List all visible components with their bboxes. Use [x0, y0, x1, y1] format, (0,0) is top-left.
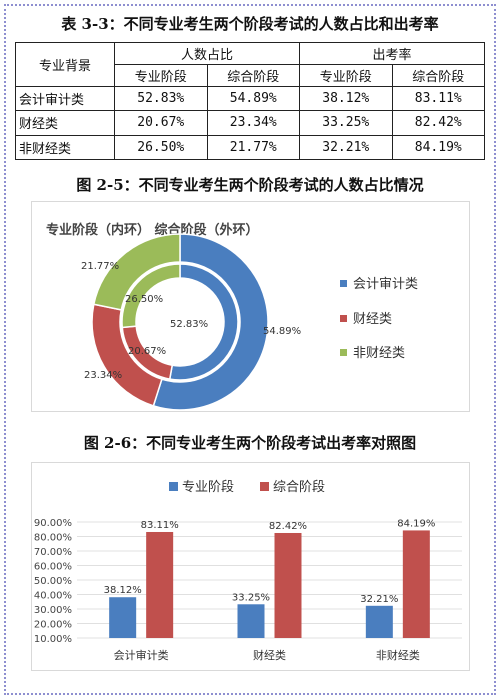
- y-tick-label: 50.00%: [34, 576, 72, 587]
- y-tick-label: 60.00%: [34, 562, 72, 573]
- donut-data-label: 23.34%: [84, 370, 122, 381]
- legend-label: 专业阶段: [182, 480, 234, 495]
- y-tick-label: 90.00%: [34, 518, 72, 529]
- table-cell: 26.50%: [114, 134, 208, 161]
- donut-data-label: 54.89%: [263, 326, 301, 337]
- table-cell: 52.83%: [114, 85, 208, 112]
- fig1-caption: 图 2-5：不同专业考生两个阶段考试的人数占比情况: [76, 176, 424, 194]
- legend-swatch: [169, 482, 178, 491]
- bar-data-label: 82.42%: [269, 521, 307, 532]
- bar-data-label: 32.21%: [360, 594, 398, 605]
- bar-chart: 专业阶段 综合阶段 10.00% 20.00% 30.00% 40.00% 50.00% 60…: [34, 480, 462, 662]
- header-background: 专业背景: [15, 42, 115, 87]
- table-cell: 83.11%: [391, 85, 485, 112]
- donut-data-label: 26.50%: [125, 294, 163, 305]
- row-label: 非财经类: [15, 134, 115, 161]
- outer-ring-slice: [152, 233, 269, 411]
- x-tick-label: 会计审计类: [114, 648, 169, 662]
- table-cell: 23.34%: [206, 110, 300, 136]
- header-rate: 出考率: [299, 42, 485, 65]
- legend-label: 财经类: [353, 312, 392, 327]
- legend-swatch: [340, 349, 347, 356]
- table-cell: 21.77%: [206, 134, 300, 161]
- sub-header: 综合阶段: [391, 64, 485, 87]
- bar-chart-box: 专业阶段 综合阶段 10.00% 20.00% 30.00% 40.00% 50.00% 60…: [31, 462, 470, 671]
- donut-chart: 专业阶段（内环） 综合阶段（外环） 52.83% 20.67% 26.50% 54.89…: [46, 222, 418, 411]
- x-tick-label: 财经类: [253, 648, 286, 662]
- table-row: 会计审计类 52.83% 54.89% 38.12% 83.11%: [15, 85, 485, 112]
- row-label: 财经类: [15, 110, 115, 136]
- fig2-caption: 图 2-6：不同专业考生两个阶段考试出考率对照图: [83, 434, 417, 452]
- donut-data-label: 20.67%: [128, 346, 166, 357]
- bar-comprehensive: [146, 531, 174, 638]
- table-cell: 38.12%: [299, 85, 393, 112]
- bar-professional: [365, 605, 393, 638]
- header-ratio: 人数占比: [114, 42, 300, 65]
- legend-swatch: [340, 315, 347, 322]
- bar-data-label: 83.11%: [141, 520, 179, 531]
- legend-label: 会计审计类: [353, 277, 418, 292]
- y-tick-label: 80.00%: [34, 533, 72, 544]
- table-cell: 33.25%: [299, 110, 393, 136]
- y-tick-label: 70.00%: [34, 547, 72, 558]
- donut-data-label: 21.77%: [81, 261, 119, 272]
- legend-swatch: [340, 280, 347, 287]
- sub-header: 专业阶段: [114, 64, 208, 87]
- sub-header: 专业阶段: [299, 64, 393, 87]
- table-cell: 54.89%: [206, 85, 300, 112]
- donut-chart-box: 专业阶段（内环） 综合阶段（外环） 52.83% 20.67% 26.50% 54.89…: [31, 201, 470, 412]
- bar-data-label: 84.19%: [397, 518, 435, 529]
- table-cell: 32.21%: [299, 134, 393, 161]
- y-tick-label: 10.00%: [34, 634, 72, 645]
- legend-swatch: [260, 482, 269, 491]
- legend-label: 非财经类: [353, 346, 405, 361]
- table-cell: 20.67%: [114, 110, 208, 136]
- stats-table: 专业背景 人数占比 出考率 专业阶段 综合阶段 专业阶段 综合阶段 会计审计类 …: [15, 42, 485, 161]
- bar-professional: [109, 597, 137, 638]
- bar-comprehensive: [402, 530, 430, 638]
- sub-header: 综合阶段: [206, 64, 300, 87]
- bar-comprehensive: [274, 532, 302, 638]
- y-tick-label: 20.00%: [34, 620, 72, 631]
- bar-data-label: 33.25%: [232, 592, 270, 603]
- bar-data-label: 38.12%: [104, 585, 142, 596]
- donut-data-label: 52.83%: [170, 319, 208, 330]
- outer-ring-slice: [92, 233, 181, 311]
- row-label: 会计审计类: [15, 85, 115, 112]
- x-tick-label: 非财经类: [376, 648, 420, 662]
- legend-label: 综合阶段: [273, 480, 325, 495]
- inner-ring-slice: [121, 263, 181, 329]
- y-tick-label: 30.00%: [34, 605, 72, 616]
- bar-professional: [237, 604, 265, 638]
- table-title: 表 3-3：不同专业考生两个阶段考试的人数占比和出考率: [61, 15, 439, 33]
- table-row: 非财经类 26.50% 21.77% 32.21% 84.19%: [15, 134, 485, 161]
- table-cell: 84.19%: [391, 134, 485, 161]
- y-tick-label: 40.00%: [34, 591, 72, 602]
- table-row: 财经类 20.67% 23.34% 33.25% 82.42%: [15, 110, 485, 136]
- table-cell: 82.42%: [391, 110, 485, 136]
- donut-title: 专业阶段（内环） 综合阶段（外环）: [46, 222, 259, 238]
